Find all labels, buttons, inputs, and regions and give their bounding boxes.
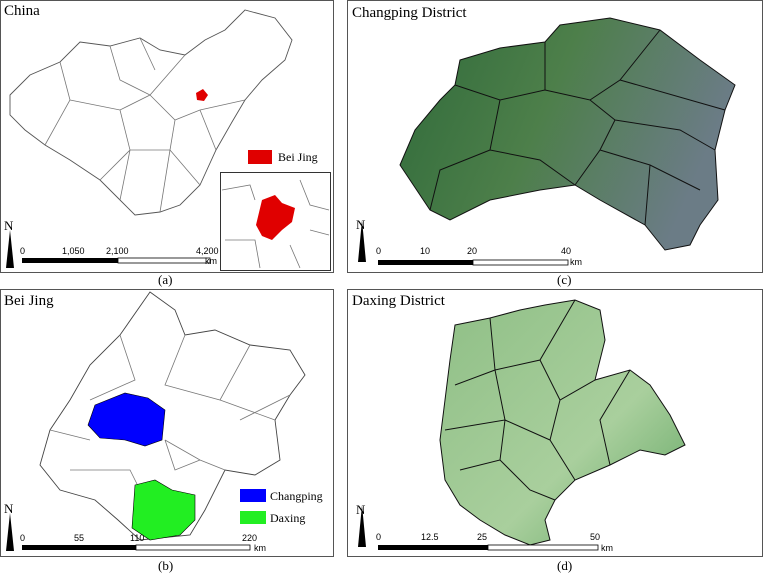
panel-title: China [4,3,40,19]
scale-bar [378,260,473,265]
panel-title: Daxing District [352,293,446,309]
scale-label: 12.5 [421,532,439,542]
beijing-outline [39,291,306,541]
panel-title: Bei Jing [4,293,54,309]
inset-lines [221,179,330,269]
frame [347,0,763,273]
legend-label: Daxing [270,511,305,525]
scale-label: 25 [477,532,487,542]
scale-bar [22,258,118,263]
scale-label: 10 [420,246,430,256]
town-lines [429,29,726,226]
scale-bar [117,257,211,264]
scale-label: 50 [590,532,600,542]
legend-swatch [240,489,266,502]
panel-b: Bei Jing Changping Daxing N 0 55 110 220… [0,289,334,557]
scale-unit: km [601,543,613,553]
north-label: N [4,218,14,233]
scale-label: 220 [242,533,257,543]
town-lines [444,299,631,501]
north-arrow [358,505,366,547]
legend-label: Bei Jing [278,150,318,164]
frame [0,0,334,273]
scale-label: 40 [561,246,571,256]
panel-d: Daxing District N 0 12.5 25 50 km [347,289,763,557]
legend-label: Changping [270,489,323,503]
caption: (a) [158,272,172,287]
scale-label: 20 [467,246,477,256]
scale-label: 0 [376,246,381,256]
north-label: N [356,217,366,232]
frame [0,289,334,557]
panel-c: Changping District N 0 10 20 40 km [347,0,763,273]
north-arrow [6,230,14,268]
changping-map [399,17,736,251]
scale-label: 110 [130,533,144,543]
scale-label: 0 [376,532,381,542]
frame [347,289,763,557]
beijing-inset [256,195,295,240]
beijing-marker [196,89,208,101]
caption: (b) [158,558,173,573]
province-lines [44,37,246,213]
scale-bar [22,545,136,550]
scale-label: 4,200 [196,246,219,256]
scale-label: 55 [74,533,84,543]
north-arrow [358,220,366,262]
daxing-map [439,299,686,546]
district-lines [49,334,291,491]
scale-label: 2,100 [106,246,129,256]
legend-swatch [248,150,272,164]
north-label: N [4,501,14,516]
panel-a: China Bei Jing N 0 1,050 2,100 4,200 km [0,0,334,273]
caption: (d) [557,558,572,573]
changping [87,392,166,447]
north-label: N [356,502,366,517]
scale-unit: km [570,257,582,267]
panel-title: Changping District [352,5,467,21]
scale-label: 1,050 [62,246,85,256]
scale-unit: km [205,256,217,266]
scale-label: 0 [20,533,25,543]
scale-bar [378,545,488,550]
daxing [131,479,196,541]
scale-bar [135,544,251,551]
scale-unit: km [254,543,266,553]
legend-swatch [240,511,266,524]
china-outline [9,9,293,216]
scale-label: 0 [20,246,25,256]
caption: (c) [557,272,571,287]
scale-bar [472,259,569,266]
scale-bar [487,544,599,551]
north-arrow [6,513,14,551]
